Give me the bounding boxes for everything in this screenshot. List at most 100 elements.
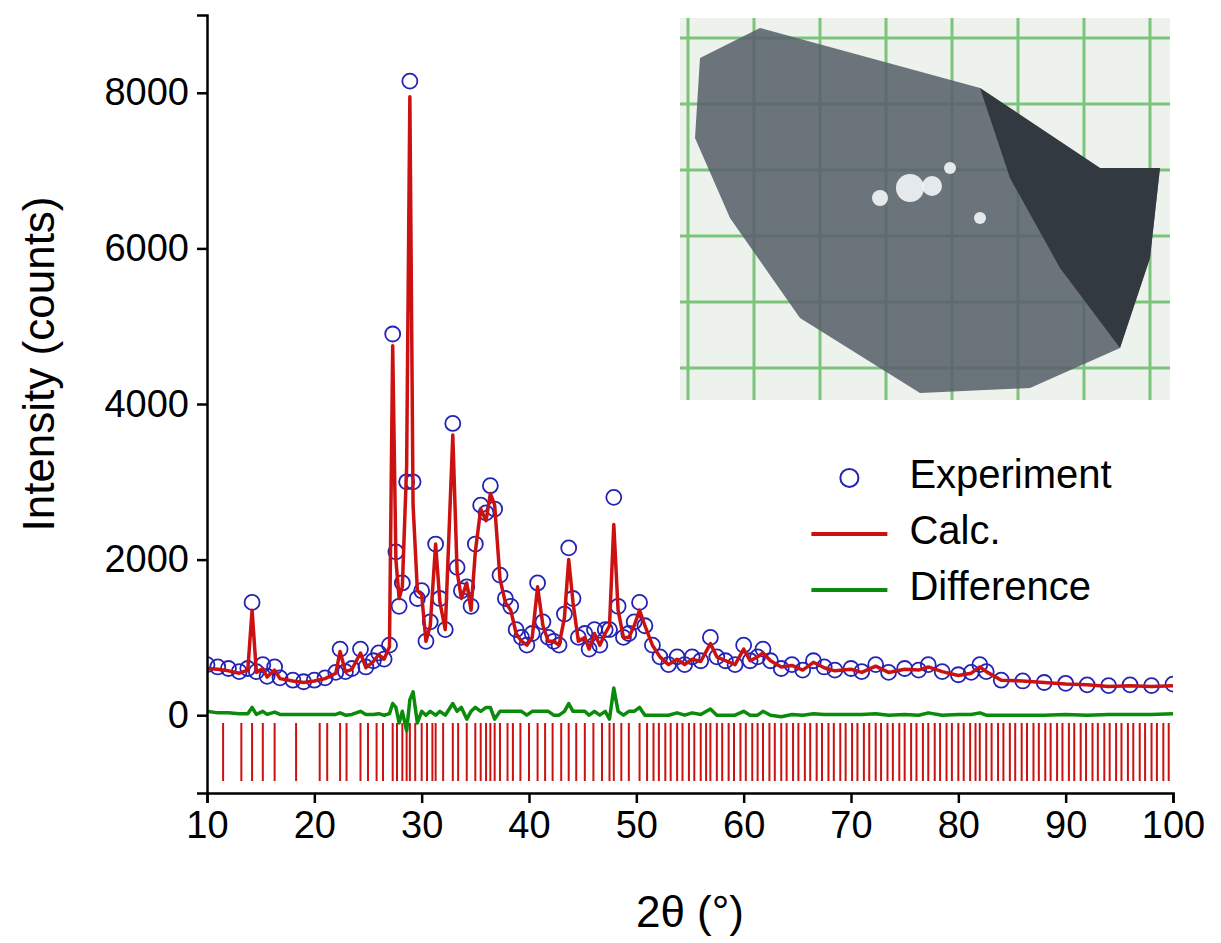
inset-highlight [922,176,942,196]
inset-crystal [695,28,1160,393]
inset-highlight [974,212,986,224]
reflection-tick [904,723,906,781]
reflection-tick [568,723,570,781]
reflection-tick [1014,723,1016,781]
legend-item: Experiment [840,452,1111,496]
reflection-tick [1151,723,1153,781]
reflection-tick [757,723,759,781]
reflection-tick [431,723,433,781]
reflection-tick [480,723,482,781]
tick: 60 [723,793,765,846]
tick-mark [528,793,531,803]
reflection-tick [705,723,707,781]
reflection-tick [512,723,514,781]
reflection-tick [1032,723,1034,781]
tick-mark [1172,793,1175,803]
data-point [445,416,460,431]
reflection-tick [816,723,818,781]
reflection-tick [452,723,454,781]
reflection-tick [709,723,711,781]
reflection-tick [519,723,521,781]
tick: 80 [938,793,980,846]
x-axis: 102030405060708090100 [186,793,1205,846]
reflection-tick [528,723,530,781]
reflection-tick [1038,723,1040,781]
reflection-tick [601,723,603,781]
inset-highlight [872,190,888,206]
tick-label: 40 [508,804,550,846]
reflection-tick [1139,723,1141,781]
reflection-tick [821,723,823,781]
reflection-tick [957,723,959,781]
reflection-tick [1103,723,1105,781]
inset-photo [680,18,1170,400]
inset-background [680,18,1170,400]
data-point [245,595,260,610]
reflection-tick [880,723,882,781]
reflection-tick [262,723,264,781]
reflection-tick [991,723,993,781]
legend-label: Difference [909,564,1091,608]
reflection-tick [886,723,888,781]
reflection-tick [466,723,468,781]
reflection-tick [592,723,594,781]
reflection-tick [382,723,384,781]
tick-label: 50 [616,804,658,846]
reflection-tick [1162,723,1164,781]
reflection-tick [620,723,622,781]
reflection-tick [435,723,437,781]
reflection-tick [584,723,586,781]
legend-label: Experiment [909,452,1111,496]
tick-mark [1065,793,1068,803]
reflection-tick [1021,723,1023,781]
reflection-tick [1056,723,1058,781]
data-point [561,540,576,555]
legend-marker [840,469,858,487]
legend-label: Calc. [909,508,1000,552]
tick-label: 80 [938,804,980,846]
legend-line [811,532,887,536]
inset-grid [687,18,690,400]
data-point [402,74,417,89]
data-point [483,478,498,493]
reflection-tick [646,723,648,781]
reflection-tick [721,723,723,781]
reflection-tick [1156,723,1158,781]
reflection-tick [442,723,444,781]
reflection-ticks [223,723,1169,781]
reflection-tick [676,723,678,781]
reflection-tick [670,723,672,781]
tick-label: 10 [186,804,228,846]
tick-mark [197,92,207,95]
reflection-tick [1120,723,1122,781]
tick: 8000 [104,71,207,113]
reflection-tick [1115,723,1117,781]
reflection-tick [409,723,411,781]
legend-line [811,588,887,592]
legend-item: Calc. [811,508,1000,552]
reflection-tick [274,723,276,781]
reflection-tick [910,723,912,781]
reflection-tick [951,723,953,781]
reflection-tick [240,723,242,781]
reflection-tick [1168,723,1170,781]
reflection-tick [457,723,459,781]
tick-mark [421,793,424,803]
data-point [606,490,621,505]
tick: 90 [1045,793,1087,846]
data-point [385,326,400,341]
reflection-tick [664,723,666,781]
reflection-tick [856,723,858,781]
reflection-tick [927,723,929,781]
reflection-tick [1002,723,1004,781]
reflection-tick [326,723,328,781]
reflection-tick [985,723,987,781]
reflection-tick [1073,723,1075,781]
axis-line [197,16,208,794]
tick-mark [743,793,746,803]
reflection-tick [934,723,936,781]
reflection-tick [963,723,965,781]
tick-label: 6000 [104,227,189,269]
tick-label: 30 [401,804,443,846]
tick-mark [197,403,207,406]
